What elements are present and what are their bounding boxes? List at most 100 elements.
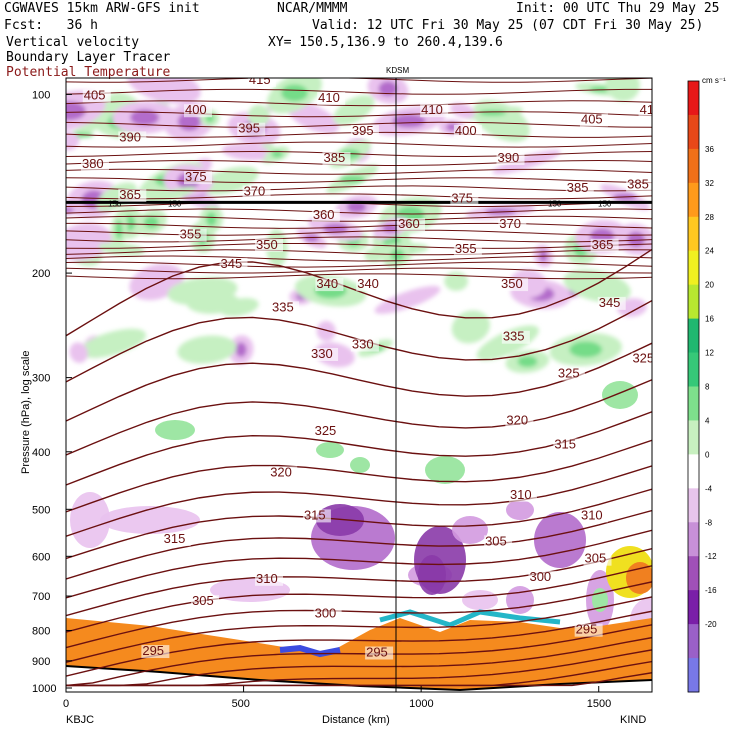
isentrope [66, 215, 652, 222]
isentrope-label-bg [500, 278, 529, 292]
colorbar-swatch [688, 488, 699, 523]
downdraft-core [130, 109, 160, 126]
colorbar-swatch [688, 522, 699, 557]
isentrope-label: 320 [270, 464, 292, 479]
downdraft-region [534, 512, 586, 568]
isentrope-label-bg [397, 218, 426, 232]
field-potential-temperature: Potential Temperature [6, 65, 171, 80]
isentrope [66, 222, 652, 229]
isentrope-label: 365 [119, 187, 141, 202]
isentrope-label-bg [178, 228, 207, 242]
isentrope-label-bg [315, 278, 344, 292]
isentrope-label: 310 [510, 487, 532, 502]
isentrope-label-bg [597, 296, 626, 310]
isentrope-label: 385 [323, 150, 345, 165]
x-tick-label: 0 [63, 698, 69, 710]
isentrope [66, 242, 652, 249]
isentrope-label: 325 [558, 366, 580, 381]
isentrope-label: 305 [585, 551, 607, 566]
colorbar-swatch [688, 590, 699, 625]
updraft-shading [472, 99, 530, 142]
isentrope [66, 624, 652, 687]
isentrope-label: 350 [501, 276, 523, 291]
colorbar-swatch [688, 556, 699, 591]
forecast-hour: Fcst: 36 h [4, 18, 98, 33]
colorbar-swatch [688, 284, 699, 320]
isentrope-label-bg [118, 188, 147, 202]
isentrope [66, 439, 652, 513]
updraft-region [425, 456, 465, 484]
isentrope-label-bg [255, 238, 284, 252]
isentrope [66, 672, 652, 687]
colorbar-label: 0 [705, 450, 710, 459]
isentrope-label-bg [450, 192, 479, 206]
downdraft-region [452, 516, 488, 544]
isentrope-label: 395 [352, 123, 374, 138]
isentrope-label-bg [420, 104, 449, 118]
updraft-core [390, 249, 405, 261]
updraft-shading [444, 271, 469, 291]
isentrope-label-bg [583, 552, 612, 566]
colorbar-label: 16 [705, 315, 714, 324]
updraft-core [339, 175, 366, 183]
isentrope-label: 375 [451, 190, 473, 205]
isentrope [66, 185, 652, 192]
colorbar-label: -16 [705, 586, 717, 595]
downdraft-core [392, 114, 426, 128]
isentrope [66, 168, 652, 175]
model-title: CGWAVES 15km ARW-GFS init [4, 1, 200, 16]
updraft-core [143, 216, 159, 229]
valid-time: Valid: 12 UTC Fri 30 May 25 (07 CDT Fri … [312, 18, 704, 33]
isentrope [66, 150, 652, 157]
colorbar-swatch [688, 386, 699, 421]
level-150-label: 150 [168, 199, 182, 208]
colorbar-label: 32 [705, 179, 714, 188]
isentrope [66, 267, 652, 274]
colorbar-label: -12 [705, 552, 717, 561]
isentrope-label: 395 [238, 121, 260, 136]
downdraft-shading [374, 285, 441, 314]
isentrope-label-bg [498, 218, 527, 232]
isentrope-label-bg [322, 152, 351, 166]
isentrope-label-bg [565, 181, 594, 195]
isentrope [66, 596, 652, 663]
isentrope [66, 100, 652, 107]
isentrope-label-bg [453, 242, 482, 256]
isentrope-label: 400 [455, 123, 477, 138]
isentrope-label-bg [270, 301, 299, 315]
colorbar-label: 24 [705, 247, 714, 256]
isentrope-label-bg [162, 533, 191, 547]
x-tick-label: 1000 [409, 698, 433, 710]
isentrope-label: 325 [315, 423, 337, 438]
isentrope-label-bg [631, 352, 652, 366]
level-150-label: 150 [108, 199, 122, 208]
updraft-core [281, 84, 309, 102]
updraft-shading [563, 269, 631, 303]
y-tick-label: 100 [32, 89, 50, 101]
isentrope-label-bg [528, 570, 557, 584]
colorbar-frame [687, 80, 700, 693]
isentrope-label: 340 [357, 276, 379, 291]
isentrope [66, 342, 652, 422]
isentrope-label-bg [496, 152, 525, 166]
isentrope-label-bg [183, 104, 212, 118]
isentrope-label: 330 [352, 337, 374, 352]
downdraft-core [378, 81, 398, 97]
colorbar-swatch [688, 81, 699, 116]
isentrope-label: 315 [304, 507, 326, 522]
isentrope-label-bg [638, 104, 652, 118]
colorbar-swatch [688, 250, 699, 286]
isentrope-label-bg [484, 535, 513, 549]
plot-frame [65, 77, 653, 693]
isentrope [66, 177, 652, 184]
isentrope-label: 390 [498, 150, 520, 165]
y-tick-label: 200 [32, 268, 50, 280]
isentrope-label: 350 [256, 237, 278, 252]
isentrope-label-bg [311, 208, 340, 222]
isentrope-label: 415 [116, 61, 138, 76]
isentrope-label-bg [115, 63, 143, 76]
updraft-core [517, 355, 538, 368]
updraft-core [569, 341, 603, 358]
isentrope-label-bg [556, 367, 585, 381]
isentrope-label-bg [579, 113, 608, 127]
